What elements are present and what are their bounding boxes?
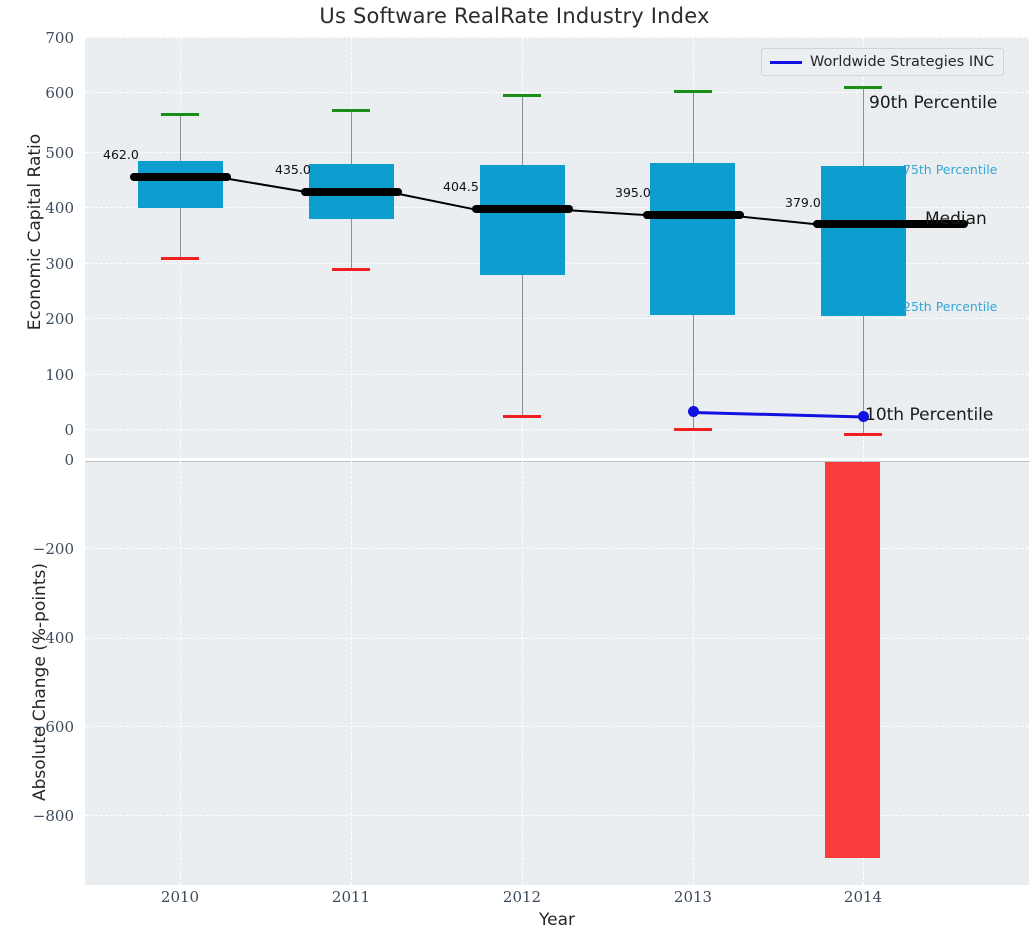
median-label-2014: 379.0: [785, 195, 821, 210]
company-marker-2013: [688, 406, 699, 417]
ytick-top-700: 700: [45, 29, 74, 47]
cap-p90-2013: [674, 90, 712, 93]
gridline-200: [85, 318, 1029, 319]
cap-p10-2010: [161, 257, 199, 260]
cap-p90-2011: [332, 109, 370, 112]
median-connector-2011-2012: [393, 192, 483, 212]
gridline-b-2010: [180, 461, 181, 885]
gridline-neg800: [85, 815, 1029, 816]
cap-p10-2011: [332, 268, 370, 271]
ytick-top-600: 600: [45, 84, 74, 102]
cap-p10-2012: [503, 415, 541, 418]
panel-economic-capital-ratio: 462.0 435.0 404.5 395.0 379.0 90th Perce…: [85, 37, 1029, 458]
y-axis-label-bottom: Absolute Change (%-points): [30, 563, 50, 801]
box-2014: [821, 166, 906, 316]
ytick-bottom-200: −200: [32, 540, 74, 558]
gridline-500: [85, 152, 1029, 153]
xtick-2013: 2013: [673, 888, 713, 906]
annotation-25th-percentile: 25th Percentile: [903, 299, 998, 314]
gridline-0: [85, 429, 1029, 430]
change-bar-2014: [825, 462, 880, 858]
gridline-100: [85, 374, 1029, 375]
zero-rule: [85, 461, 1029, 462]
median-2010: [130, 173, 231, 181]
xtick-2014: 2014: [843, 888, 883, 906]
box-2013: [650, 163, 735, 315]
panel-absolute-change: [85, 461, 1029, 885]
annotation-90th-percentile: 90th Percentile: [869, 93, 998, 113]
gridline-600: [85, 92, 1029, 93]
ytick-top-0: 0: [64, 421, 74, 439]
gridline-b-2011: [351, 461, 352, 885]
median-label-2012: 404.5: [443, 179, 479, 194]
median-connector-2010-2011: [222, 177, 312, 194]
legend-line-swatch: [770, 60, 802, 64]
median-label-2010: 462.0: [103, 147, 139, 162]
gridline-neg400: [85, 638, 1029, 639]
legend-label: Worldwide Strategies INC: [810, 54, 995, 70]
median-2013: [643, 211, 744, 219]
median-2012: [472, 205, 573, 213]
median-label-2013: 395.0: [615, 185, 651, 200]
median-2014: [813, 220, 968, 228]
y-axis-label-top: Economic Capital Ratio: [25, 133, 45, 331]
median-label-2011: 435.0: [275, 162, 311, 177]
cap-p90-2014: [844, 86, 882, 89]
box-2012: [480, 165, 565, 275]
ytick-top-100: 100: [45, 366, 74, 384]
ytick-bottom-0: 0: [64, 451, 74, 469]
ytick-top-300: 300: [45, 255, 74, 273]
cap-p10-2014: [844, 433, 882, 436]
median-connector-2013-2014: [734, 215, 825, 227]
cap-p90-2012: [503, 94, 541, 97]
median-2011: [301, 188, 402, 196]
xtick-2011: 2011: [331, 888, 371, 906]
xtick-2012: 2012: [502, 888, 542, 906]
cap-p90-2010: [161, 113, 199, 116]
legend[interactable]: Worldwide Strategies INC: [761, 48, 1005, 76]
cap-p10-2013: [674, 428, 712, 431]
x-axis-label: Year: [539, 910, 575, 930]
annotation-median: Median: [925, 209, 987, 229]
ytick-bottom-800: −800: [32, 807, 74, 825]
company-line-segment: [692, 411, 864, 419]
annotation-75th-percentile: 75th Percentile: [903, 162, 998, 177]
gridline-700: [85, 37, 1029, 38]
gridline-neg200: [85, 548, 1029, 549]
median-connector-2012-2013: [564, 209, 655, 217]
xtick-2010: 2010: [160, 888, 200, 906]
ytick-top-400: 400: [45, 199, 74, 217]
chart-title: Us Software RealRate Industry Index: [319, 4, 710, 28]
gridline-b-2012: [522, 461, 523, 885]
box-2010: [138, 161, 223, 208]
gridline-b-2013: [693, 461, 694, 885]
ytick-bottom-600: −600: [32, 718, 74, 736]
ytick-top-500: 500: [45, 144, 74, 162]
ytick-bottom-400: −400: [32, 629, 74, 647]
gridline-neg600: [85, 726, 1029, 727]
annotation-10th-percentile: 10th Percentile: [865, 405, 994, 425]
company-marker-2014: [858, 411, 869, 422]
ytick-top-200: 200: [45, 310, 74, 328]
